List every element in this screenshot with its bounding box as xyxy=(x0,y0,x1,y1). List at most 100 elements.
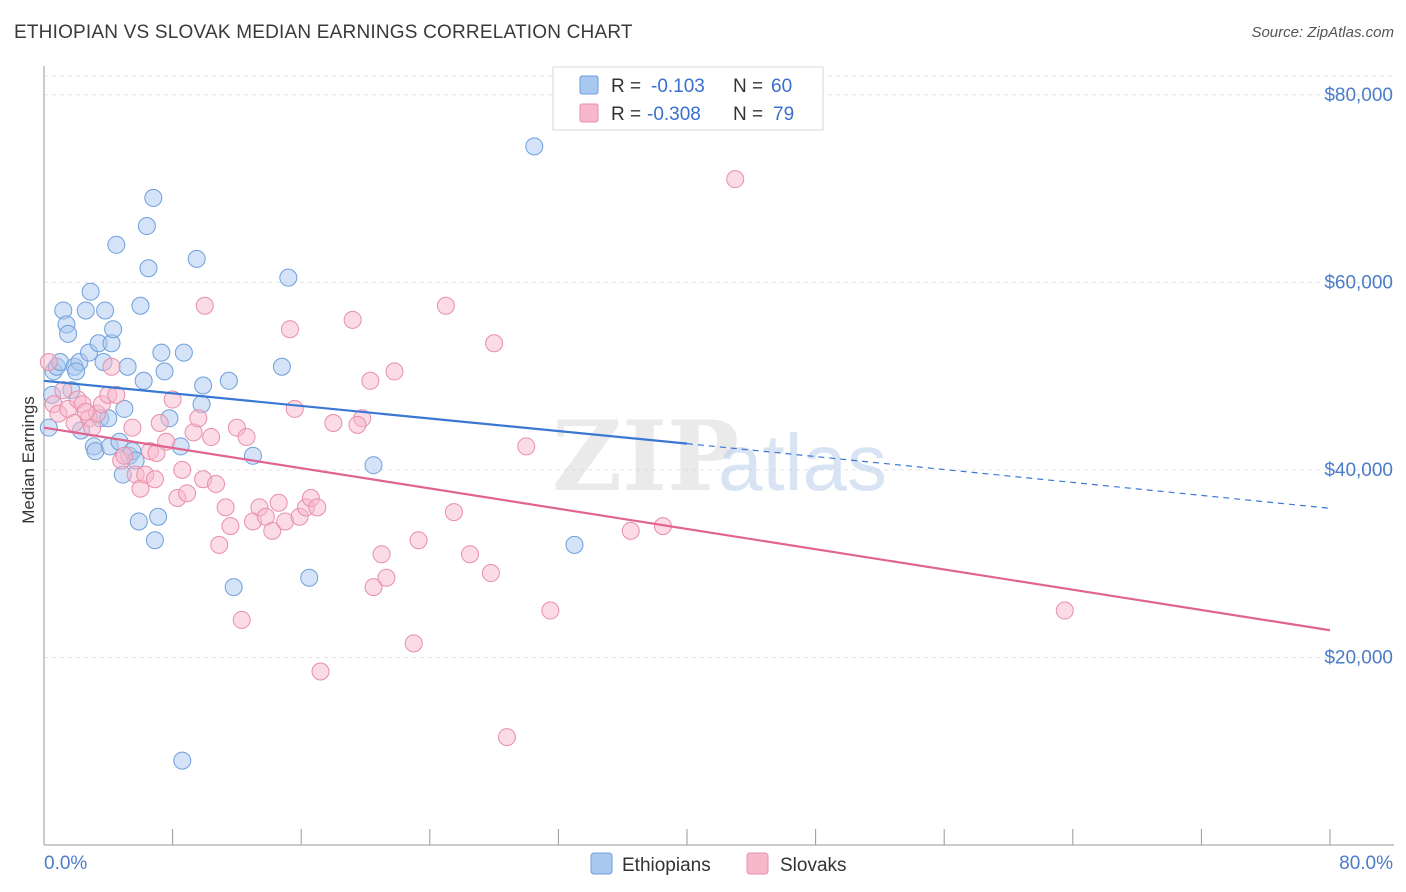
watermark-zip: ZIP xyxy=(552,400,739,513)
watermark-atlas: atlas xyxy=(718,418,887,507)
slovaks-point xyxy=(207,474,226,493)
legend-swatch-ethiopians xyxy=(579,75,599,95)
slovaks-point xyxy=(541,601,560,620)
slovaks-point xyxy=(195,296,214,315)
ethiopians-point xyxy=(76,301,95,320)
slovaks-point xyxy=(348,415,367,434)
slovaks-trend-line xyxy=(43,426,1331,632)
ethiopians-point xyxy=(144,188,163,207)
bottom-legend-label-ethiopians: Ethiopians xyxy=(622,855,711,876)
ethiopians-point xyxy=(134,371,153,390)
slovaks-point xyxy=(150,413,169,432)
bottom-legend-swatch-slovaks xyxy=(746,852,769,875)
ethiopians-point xyxy=(104,320,123,339)
ethiopians-point xyxy=(174,343,193,362)
ethiopians-point xyxy=(129,512,148,531)
y-tick-labels: $20,000 $40,000 $60,000 $80,000 xyxy=(1324,85,1393,669)
slovaks-point xyxy=(221,517,240,536)
legend-n-label-ethiopians: N = xyxy=(733,76,763,97)
ethiopians-point xyxy=(187,249,206,268)
ethiopians-point xyxy=(219,371,238,390)
slovaks-point xyxy=(280,320,299,339)
y-tick-label: $40,000 xyxy=(1324,460,1393,481)
ethiopians-point xyxy=(137,217,156,236)
ethiopians-point xyxy=(155,362,174,381)
ethiopians-point xyxy=(139,259,158,278)
slovaks-point xyxy=(497,728,516,747)
slovaks-point xyxy=(481,564,500,583)
ethiopians-point xyxy=(173,751,192,770)
slovaks-point xyxy=(263,521,282,540)
slovaks-point xyxy=(308,498,327,517)
slovaks-point xyxy=(107,385,126,404)
slovaks-point xyxy=(621,521,640,540)
slovaks-point xyxy=(385,362,404,381)
legend-n-value-ethiopians: 60 xyxy=(771,76,792,97)
slovaks-point xyxy=(163,390,182,409)
slovaks-point xyxy=(726,170,745,189)
ethiopians-point xyxy=(525,137,544,156)
slovaks-point xyxy=(460,545,479,564)
slovaks-point xyxy=(343,310,362,329)
slovaks-point xyxy=(237,428,256,447)
slovaks-point xyxy=(189,409,208,428)
x-tick-label-min: 0.0% xyxy=(44,853,87,874)
ethiopians-point xyxy=(67,362,86,381)
legend-n-label-slovaks: N = xyxy=(733,104,763,125)
slovaks-point xyxy=(76,402,95,421)
bottom-legend-swatch-ethiopians xyxy=(590,852,613,875)
y-axis-label: Median Earnings xyxy=(19,396,38,524)
ethiopians-point xyxy=(565,535,584,554)
source-label: Source: ZipAtlas.com xyxy=(1251,24,1394,41)
legend-swatch-slovaks xyxy=(579,103,599,123)
ethiopians-point xyxy=(300,568,319,587)
slovaks-point xyxy=(178,484,197,503)
slovaks-point xyxy=(39,353,58,372)
legend-n-value-slovaks: 79 xyxy=(773,104,794,125)
legend-r-value-slovaks: -0.308 xyxy=(647,104,701,125)
slovaks-point xyxy=(145,470,164,489)
ethiopians-trend-extension xyxy=(686,443,1331,509)
gridlines xyxy=(44,75,1394,658)
x-axis-ticks xyxy=(43,829,1331,845)
slovaks-point xyxy=(123,418,142,437)
ethiopians-point xyxy=(59,324,78,343)
slovaks-point xyxy=(324,413,343,432)
x-tick-label-max: 80.0% xyxy=(1339,853,1393,874)
slovaks-point xyxy=(517,437,536,456)
series-ethiopians xyxy=(39,137,584,770)
y-tick-label: $20,000 xyxy=(1324,647,1393,668)
slovaks-point xyxy=(232,610,251,629)
y-tick-label: $60,000 xyxy=(1324,272,1393,293)
ethiopians-point xyxy=(279,268,298,287)
slovaks-point xyxy=(1055,601,1074,620)
ethiopians-trend-line xyxy=(43,379,688,445)
ethiopians-point xyxy=(81,282,100,301)
slovaks-point xyxy=(485,334,504,353)
bottom-legend-label-slovaks: Slovaks xyxy=(780,855,847,876)
slovaks-point xyxy=(102,357,121,376)
series-slovaks xyxy=(39,170,1074,747)
slovaks-point xyxy=(311,662,330,681)
ethiopians-point xyxy=(149,507,168,526)
slovaks-point xyxy=(216,498,235,517)
slovaks-point xyxy=(210,535,229,554)
ethiopians-point xyxy=(194,376,213,395)
ethiopians-point xyxy=(272,357,291,376)
legend-r-label-slovaks: R = xyxy=(611,104,641,125)
legend-r-label-ethiopians: R = xyxy=(611,76,641,97)
watermark: ZIP atlas xyxy=(552,400,887,513)
ethiopians-point xyxy=(131,296,150,315)
ethiopians-point xyxy=(96,301,115,320)
ethiopians-point xyxy=(145,531,164,550)
y-tick-label: $80,000 xyxy=(1324,85,1393,106)
slovaks-point xyxy=(202,428,221,447)
chart-title: ETHIOPIAN VS SLOVAK MEDIAN EARNINGS CORR… xyxy=(14,22,633,43)
series-legend: Ethiopians Slovaks xyxy=(590,852,847,876)
ethiopians-point xyxy=(364,456,383,475)
slovaks-point xyxy=(269,493,288,512)
slovaks-point xyxy=(444,503,463,522)
ethiopians-point xyxy=(118,357,137,376)
slovaks-point xyxy=(115,446,134,465)
